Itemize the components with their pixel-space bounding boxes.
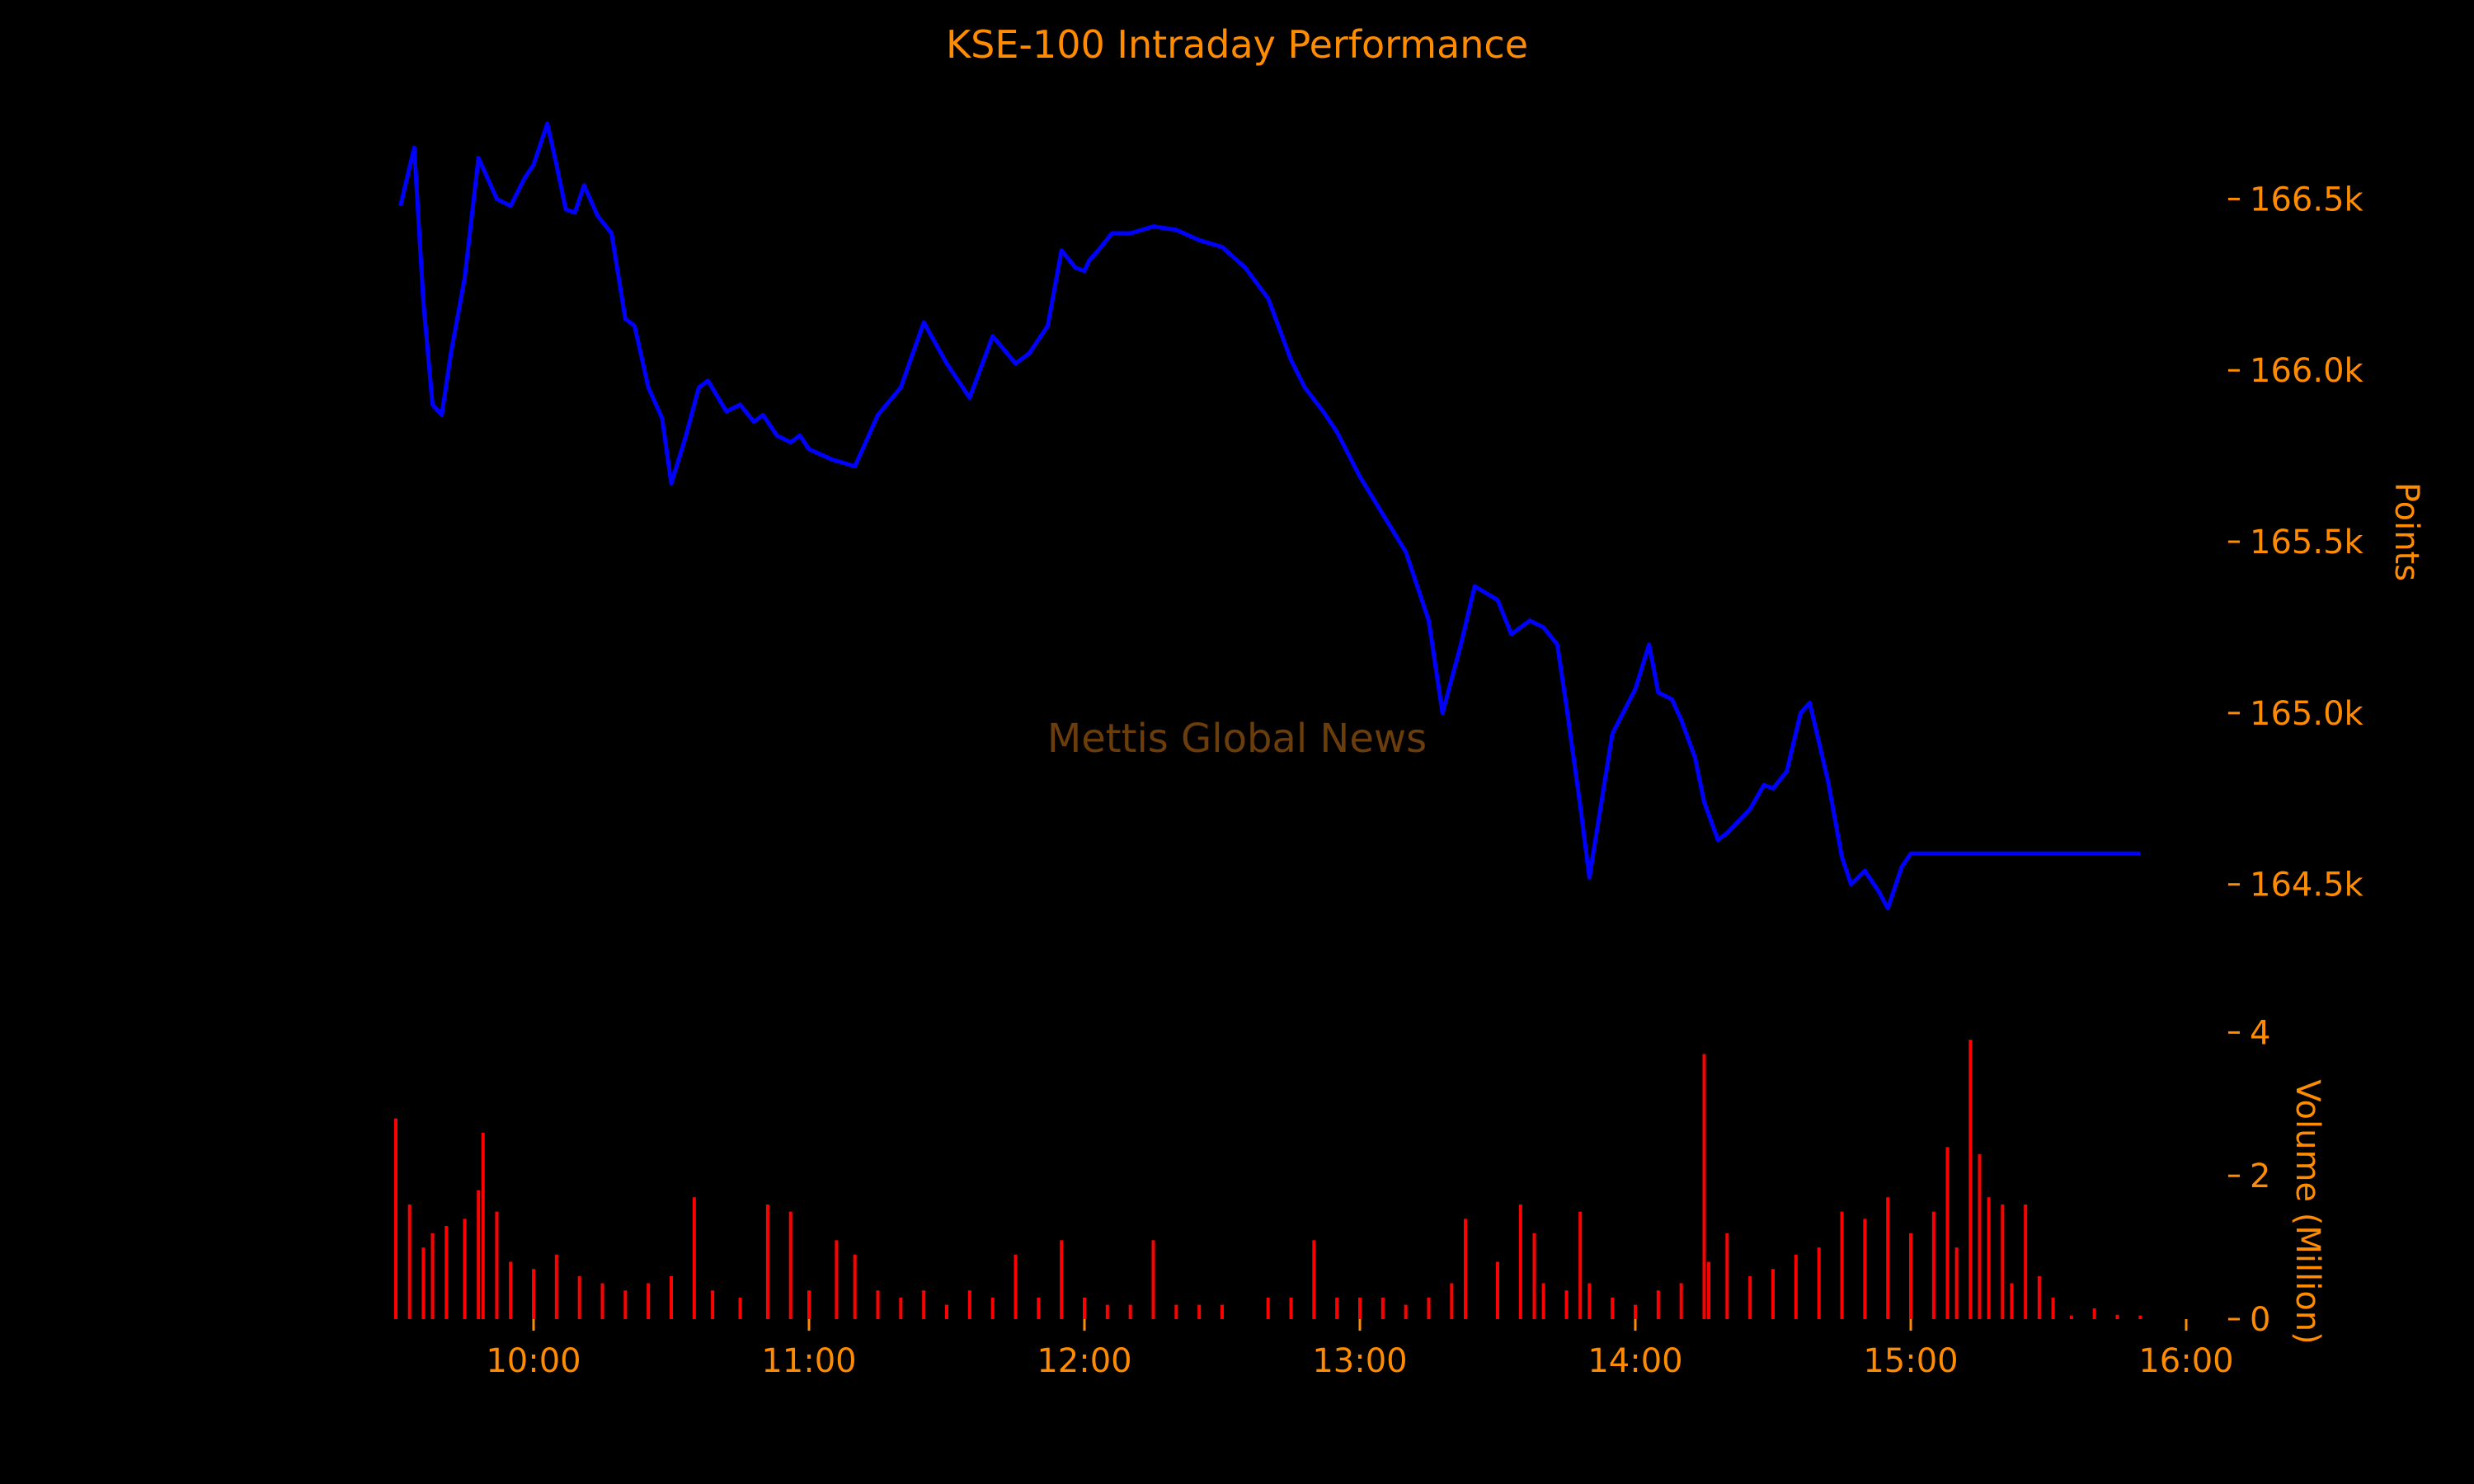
volume-tick-label: 4 xyxy=(2250,1014,2270,1052)
price-tick-label: 165.5k xyxy=(2250,524,2364,561)
time-tick-label: 16:00 xyxy=(2138,1342,2233,1380)
price-tick-label: 166.0k xyxy=(2250,352,2364,390)
watermark-text: Mettis Global News xyxy=(1047,716,1427,762)
volume-axis-label: Volume (Million) xyxy=(2288,1079,2326,1344)
time-tick-label: 13:00 xyxy=(1312,1342,1407,1380)
volume-tick-label: 0 xyxy=(2250,1301,2270,1339)
price-axis-label: Points xyxy=(2387,482,2425,581)
time-axis: 10:00 11:00 12:00 13:00 14:00 15:00 16:00 xyxy=(486,1319,2234,1380)
price-tick-label: 164.5k xyxy=(2250,866,2364,904)
volume-bars xyxy=(394,1040,2142,1319)
price-tick-label: 165.0k xyxy=(2250,695,2364,733)
time-tick-label: 14:00 xyxy=(1587,1342,1682,1380)
chart-title: KSE-100 Intraday Performance xyxy=(946,22,1528,67)
time-tick-label: 12:00 xyxy=(1037,1342,1131,1380)
volume-tick-label: 2 xyxy=(2250,1158,2270,1195)
time-tick-label: 10:00 xyxy=(486,1342,581,1380)
price-line xyxy=(398,121,2141,911)
volume-axis: 0 2 4 xyxy=(2228,1014,2270,1339)
time-tick-label: 15:00 xyxy=(1863,1342,1958,1380)
price-tick-label: 166.5k xyxy=(2250,181,2364,218)
price-series xyxy=(398,121,2141,911)
time-tick-label: 11:00 xyxy=(761,1342,856,1380)
price-axis: 164.5k 165.0k 165.5k 166.0k 166.5k xyxy=(2228,181,2364,904)
